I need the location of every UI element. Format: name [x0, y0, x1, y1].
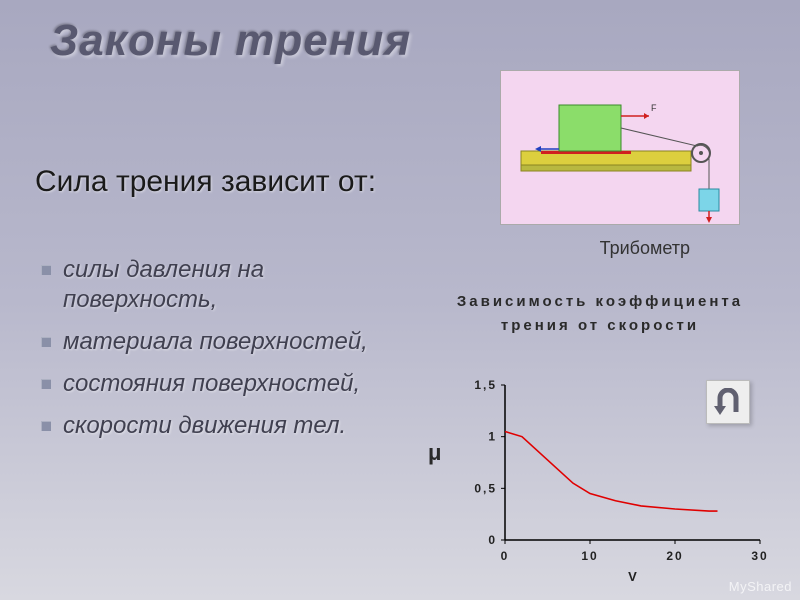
svg-text:0,5: 0,5: [474, 481, 497, 495]
svg-text:1: 1: [488, 430, 497, 444]
svg-text:20: 20: [666, 549, 683, 563]
bullet-item: материала поверхностей,: [35, 327, 395, 357]
tribometer-diagram: F: [500, 70, 740, 225]
tribometer-svg: F: [501, 71, 741, 226]
bullet-item: состояния поверхностей,: [35, 369, 395, 399]
watermark: MyShared: [729, 579, 792, 594]
svg-text:0: 0: [488, 533, 497, 547]
tribometer-caption: Трибометр: [600, 238, 690, 259]
svg-text:10: 10: [581, 549, 598, 563]
bullet-item: скорости движения тел.: [35, 411, 395, 441]
friction-chart: 0 0,5 1 1,5 0 10 20 30 V: [450, 375, 770, 585]
svg-text:V: V: [628, 569, 637, 584]
bullet-list: силы давления на поверхность, материала п…: [35, 255, 395, 453]
page-title: Законы трения: [50, 16, 411, 66]
chart-title-line1: Зависимость коэффициента: [457, 293, 743, 310]
svg-text:1,5: 1,5: [474, 378, 497, 392]
bullet-item: силы давления на поверхность,: [35, 255, 395, 315]
chart-title: Зависимость коэффициента трения от скоро…: [430, 290, 770, 338]
svg-text:0: 0: [501, 549, 510, 563]
svg-text:F: F: [651, 103, 657, 113]
chart-title-line2: трения от скорости: [501, 317, 699, 334]
y-axis-mu-symbol: μ: [428, 440, 441, 466]
svg-text:30: 30: [751, 549, 768, 563]
subtitle: Сила трения зависит от:: [35, 165, 395, 200]
